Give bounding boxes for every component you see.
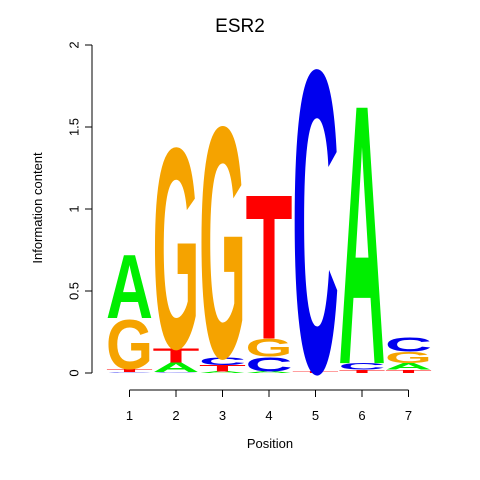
x-tick-label: 5 [312,408,319,423]
y-tick-label: 1 [67,205,82,212]
logo-letter-C: C [339,361,386,371]
logo-letter-C: C [292,0,339,464]
y-axis-label: Information content [30,152,45,264]
logo-letter-T: T [199,363,246,373]
logo-letter-T: T [292,371,339,374]
y-tick-label: 0.5 [67,282,82,300]
logo-letter-T: T [385,369,432,374]
logo-letter-A: A [339,29,386,443]
logo-letter-G: G [199,59,246,428]
chart-title: ESR2 [215,16,265,37]
logo-letter-C: C [199,355,246,368]
x-tick-label: 2 [172,408,179,423]
logo-letter-A: A [199,371,246,374]
logo-letter-T: T [339,369,386,374]
logo-letter-T: T [246,152,293,384]
y-tick-label: 0 [67,369,82,376]
y-tick-label: 1.5 [67,118,82,136]
logo-letter-G: G [385,349,432,367]
logo-letter-G: G [153,87,200,408]
x-axis-label: Position [247,436,293,451]
logo-letter-T: T [153,344,200,367]
logo-letter-A: A [246,371,293,374]
logo-letter-A: A [106,235,153,337]
logo-letter-C: C [153,372,200,373]
logo-letter-T: T [106,368,153,373]
y-axis: 0 0.5 1 1.5 2 [67,41,93,377]
y-tick-label: 2 [67,41,82,48]
logo-letter-A: A [153,360,200,375]
x-tick-label: 3 [219,408,226,423]
logo-letter-G: G [246,334,293,362]
x-tick-label: 6 [358,408,365,423]
logo-letter-A: A [385,361,432,371]
x-tick-label: 7 [405,408,412,423]
x-axis: 1 2 3 4 5 6 7 [126,389,412,423]
logo-letter-C: C [385,333,432,356]
x-tick-label: 4 [265,408,272,423]
logo-letter-C: C [106,372,153,373]
logo-letter-C: C [246,353,293,376]
x-tick-label: 1 [126,408,133,423]
logo-letter-G: G [106,305,153,383]
